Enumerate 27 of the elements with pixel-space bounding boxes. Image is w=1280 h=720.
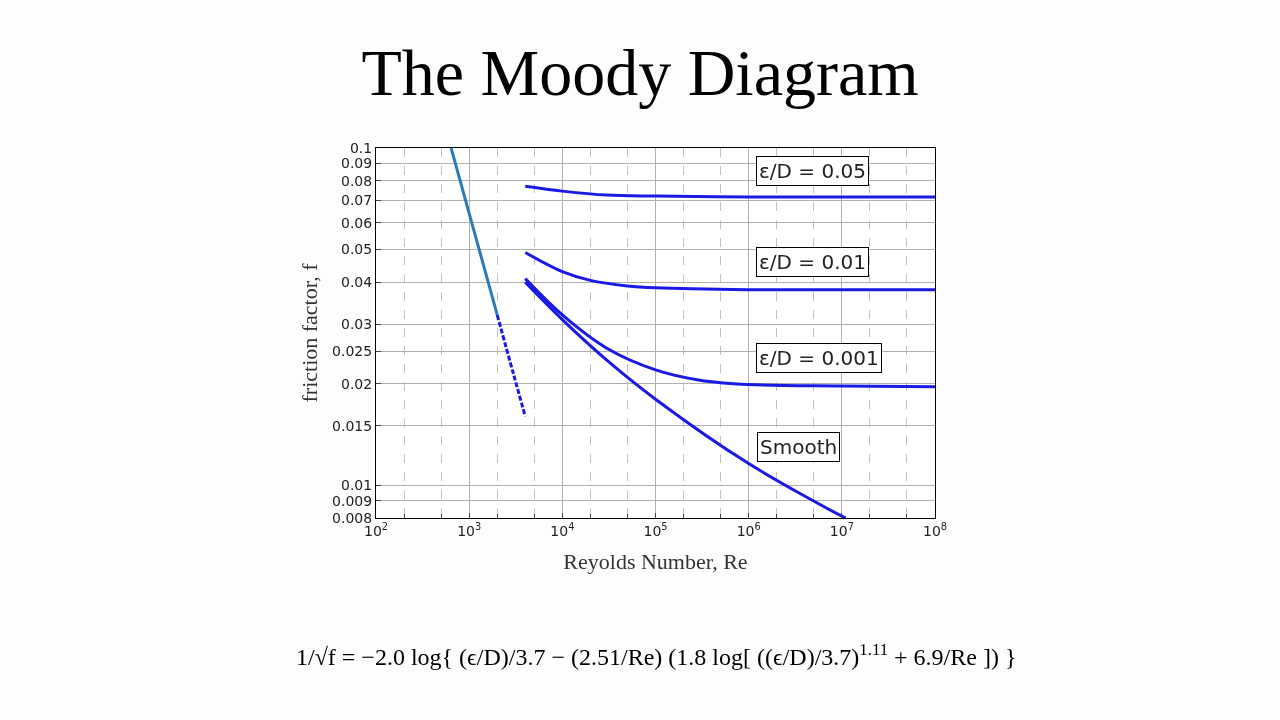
y-tick-label: 0.06 <box>341 214 373 231</box>
y-tick-label: 0.025 <box>332 342 373 359</box>
annotation: ε/D = 0.01 <box>759 250 866 274</box>
y-tick-label: 0.015 <box>332 417 373 434</box>
y-tick-label: 0.07 <box>341 192 373 209</box>
chart-title: The Moody Diagram <box>361 36 919 110</box>
x-tick-label: 10$^{7}$ <box>829 520 854 539</box>
x-tick-label: 10$^{6}$ <box>736 520 761 539</box>
annotation: ε/D = 0.05 <box>759 159 866 183</box>
x-axis-title: Reyolds Number, Re <box>563 548 748 574</box>
x-tick-label: 10$^{4}$ <box>550 520 575 539</box>
annotation: Smooth <box>760 435 838 459</box>
y-axis-title: friction factor, f <box>296 262 322 403</box>
x-tick-label: 10$^{5}$ <box>643 520 668 539</box>
y-tick-label: 0.009 <box>332 492 373 509</box>
y-tick-label: 0.09 <box>341 155 373 172</box>
x-tick-label: 10$^{3}$ <box>457 520 482 539</box>
annotation: ε/D = 0.001 <box>759 346 879 370</box>
y-tick-label: 0.02 <box>341 375 373 392</box>
text: 1/√f = −2.0 log{ (ϵ/D)/3.7 − (2.51/Re) (1.8 log[ ((ϵ/D)/3.7)$^{1.11}$ + 6.9/Re ]) } <box>296 640 1017 671</box>
y-tick-label: 0.03 <box>341 316 373 333</box>
y-tick-label: 0.04 <box>341 274 373 291</box>
x-tick-label: 10$^{8}$ <box>922 520 948 539</box>
y-tick-label: 0.01 <box>341 477 373 494</box>
y-tick-label: 0.1 <box>349 139 373 156</box>
y-tick-label: 0.05 <box>341 241 373 258</box>
y-tick-label: 0.08 <box>341 172 373 189</box>
